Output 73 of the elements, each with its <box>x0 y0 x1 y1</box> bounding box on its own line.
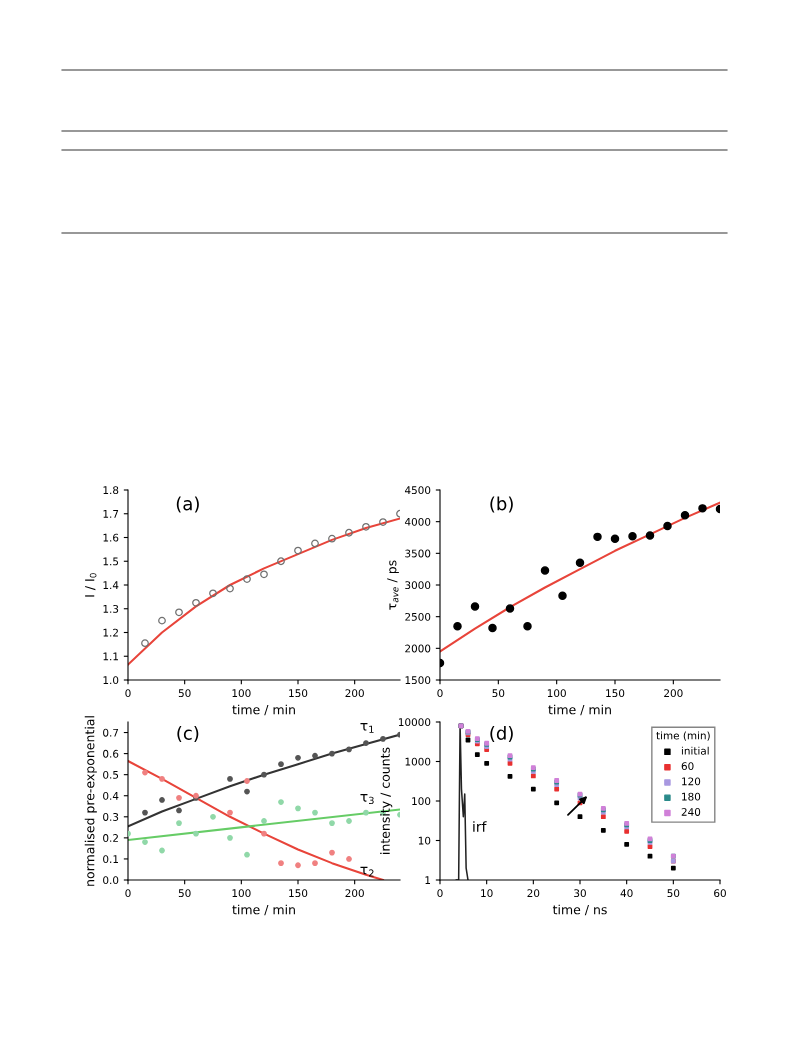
annotation: τ$_{3}$ <box>360 794 374 805</box>
annotation: τ$_{1}$ <box>360 722 374 733</box>
x-tick-label: 150 <box>289 689 308 698</box>
legend-title: time (min) <box>656 731 710 741</box>
y-tick-label: 1500 <box>405 676 431 685</box>
y-tick-label: 1.6 <box>103 533 119 542</box>
x-axis-title: time / ns <box>552 904 607 916</box>
annotation: (a) <box>176 496 199 513</box>
y-tick-label: 2500 <box>405 612 431 621</box>
x-tick-label: 50 <box>178 889 191 898</box>
x-tick-label: 100 <box>232 689 251 698</box>
x-tick-label: 100 <box>232 889 251 898</box>
y-tick-label: 4500 <box>404 486 431 495</box>
x-tick-label: 200 <box>345 689 364 698</box>
y-tick-label: 1.7 <box>103 510 119 518</box>
x-tick-label: 200 <box>345 889 364 898</box>
y-tick-label: 1.0 <box>103 676 119 685</box>
legend-label: 60 <box>681 762 694 771</box>
y-tick-label: 1.3 <box>103 604 119 613</box>
x-tick-label: 50 <box>492 689 505 698</box>
x-tick-label: 40 <box>620 889 633 898</box>
x-tick-label: 10 <box>481 889 493 898</box>
y-tick-label: 0.6 <box>103 749 119 758</box>
y-axis-title: τ$_{ave}$ / ps <box>387 560 399 610</box>
y-tick-label: 4000 <box>404 517 431 526</box>
y-tick-label: 1 <box>425 876 431 884</box>
x-tick-label: 0 <box>125 689 131 698</box>
y-tick-label: 10000 <box>398 718 431 727</box>
legend-label: 240 <box>681 808 701 816</box>
y-tick-label: 1.2 <box>103 628 118 637</box>
x-axis-title: time / min <box>232 904 295 916</box>
y-tick-label: 1.4 <box>103 581 119 589</box>
y-axis-title: I / I$_{0}$ <box>85 573 97 597</box>
x-tick-label: 60 <box>714 889 726 898</box>
x-tick-label: 30 <box>574 889 586 898</box>
annotation: τ$_{2}$ <box>360 866 374 877</box>
y-tick-label: 0.0 <box>103 876 119 885</box>
annotation: (d) <box>490 725 513 742</box>
x-axis-title: time / min <box>232 704 295 716</box>
y-tick-label: 1.8 <box>103 486 119 495</box>
x-tick-label: 20 <box>527 889 540 898</box>
y-tick-label: 0.3 <box>103 813 119 821</box>
y-axis-title: normalised pre-exponential <box>84 716 97 886</box>
y-tick-label: 1.5 <box>103 557 119 566</box>
y-tick-label: 0.5 <box>103 770 119 779</box>
y-tick-label: 0.4 <box>103 791 119 800</box>
y-tick-label: 0.7 <box>103 728 119 737</box>
annotation: (c) <box>177 725 199 742</box>
y-tick-label: 1000 <box>405 757 431 766</box>
x-tick-label: 150 <box>606 689 625 698</box>
x-axis-title: time / min <box>548 704 611 716</box>
x-tick-label: 100 <box>547 689 566 698</box>
x-tick-label: 0 <box>125 889 131 898</box>
y-tick-label: 0.2 <box>103 834 118 842</box>
x-tick-label: 0 <box>437 689 443 698</box>
annotation: irf <box>473 821 487 832</box>
y-tick-label: 2000 <box>405 644 431 653</box>
x-tick-label: 50 <box>178 689 191 698</box>
y-tick-label: 10 <box>418 836 431 845</box>
y-tick-label: 100 <box>412 797 431 806</box>
y-tick-label: 3000 <box>405 581 431 590</box>
y-tick-label: 0.1 <box>103 855 119 864</box>
x-tick-label: 200 <box>664 689 683 698</box>
x-tick-label: 150 <box>289 889 308 898</box>
x-tick-label: 0 <box>437 889 443 898</box>
annotation: (b) <box>490 496 513 513</box>
legend-label: initial <box>681 746 709 755</box>
legend-label: 120 <box>682 777 701 786</box>
y-tick-label: 3500 <box>405 549 431 558</box>
legend-label: 180 <box>682 792 701 801</box>
y-axis-title: intensity / counts <box>380 747 393 854</box>
y-tick-label: 1.1 <box>103 652 119 661</box>
x-tick-label: 50 <box>667 889 680 898</box>
